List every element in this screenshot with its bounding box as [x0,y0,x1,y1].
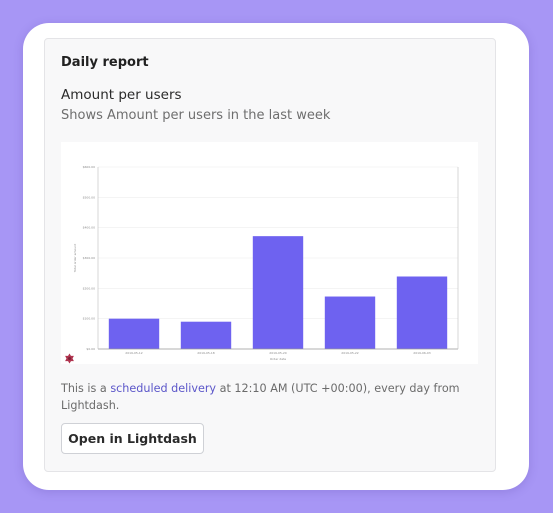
x-tick-label: 2019-05-20 [269,351,287,355]
chart-subtitle: Shows Amount per users in the last week [61,108,331,123]
bar [324,296,376,349]
bar-chart: $0.00 $100.00 $200.00 $300.00 $400.00 $500.00… [73,165,459,361]
email-preview-window: Daily report Amount per users Shows Amou… [23,23,529,490]
y-tick-label: $600.00 [83,165,95,169]
y-axis-label: Total order amount [73,243,77,273]
y-tick-label: $300.00 [83,256,95,260]
chart-bars [108,236,448,349]
bar [180,321,232,349]
open-in-lightdash-button[interactable]: Open in Lightdash [61,423,204,454]
bar [396,276,448,349]
bar [108,318,160,349]
x-tick-label: 2019-05-22 [341,351,359,355]
x-axis-label: Order date [270,357,286,361]
x-tick-label: 2019-06-03 [413,351,431,355]
x-axis-ticks: 2019-05-12 2019-05-18 2019-05-20 2019-05-22… [125,351,431,355]
chart-image: $0.00 $100.00 $200.00 $300.00 $400.00 $500.00… [61,142,478,364]
x-tick-label: 2019-05-12 [125,351,143,355]
y-tick-label: $400.00 [83,226,95,230]
y-axis-ticks: $0.00 $100.00 $200.00 $300.00 $400.00 $500.00… [83,165,95,351]
chart-title: Amount per users [61,87,182,103]
scheduled-delivery-link[interactable]: scheduled delivery [110,382,217,395]
y-tick-label: $100.00 [83,317,95,321]
delivery-info-suffix: at 12:10 AM (UTC +00:00), every day from… [61,382,460,412]
lightdash-logo-icon [65,353,74,364]
bar [252,236,304,349]
delivery-info-prefix: This is a [61,382,111,395]
y-tick-label: $0.00 [86,347,95,351]
card-title: Daily report [61,55,149,70]
delivery-info: This is a scheduled delivery at 12:10 AM… [61,380,481,414]
report-card: Daily report Amount per users Shows Amou… [44,38,496,472]
x-tick-label: 2019-05-18 [197,351,215,355]
y-tick-label: $500.00 [83,195,95,199]
y-tick-label: $200.00 [83,286,95,290]
